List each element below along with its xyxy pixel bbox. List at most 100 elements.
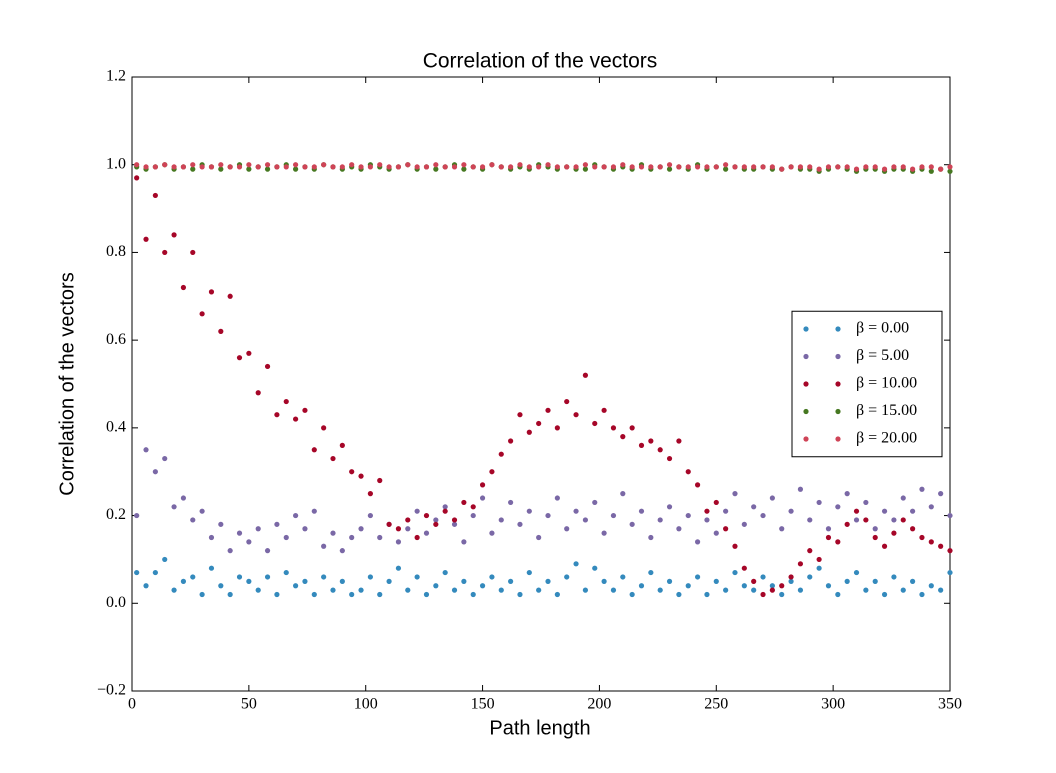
legend-marker: [803, 353, 809, 360]
scatter-point: [910, 508, 916, 514]
scatter-point: [470, 512, 476, 519]
scatter-point: [405, 162, 411, 168]
scatter-point: [694, 164, 701, 170]
scatter-point: [442, 569, 448, 576]
scatter-point: [349, 591, 355, 598]
scatter-point: [264, 548, 271, 554]
scatter-point: [900, 164, 906, 170]
scatter-point: [255, 526, 261, 532]
scatter-point: [442, 508, 448, 514]
scatter-point: [479, 583, 486, 589]
scatter-point: [171, 232, 177, 238]
scatter-point: [358, 164, 364, 170]
scatter-point: [685, 583, 691, 589]
x-tick-label: 0: [128, 696, 136, 713]
x-tick-label: 300: [821, 696, 845, 713]
scatter-point: [685, 512, 691, 519]
scatter-point: [152, 164, 158, 170]
scatter-point: [620, 162, 626, 168]
scatter-point: [554, 425, 560, 431]
scatter-point: [405, 517, 411, 523]
scatter-point: [489, 574, 495, 580]
scatter-point: [816, 556, 822, 563]
scatter-point: [227, 591, 233, 598]
scatter-point: [395, 539, 402, 545]
scatter-point: [339, 442, 345, 448]
scatter-point: [423, 164, 430, 170]
scatter-point: [302, 526, 308, 532]
scatter-point: [891, 164, 897, 170]
scatter-point: [171, 504, 177, 510]
y-tick-label: 1.2: [106, 68, 126, 85]
scatter-point: [274, 521, 280, 527]
x-tick-label: 150: [471, 696, 495, 713]
scatter-point: [143, 447, 149, 453]
scatter-point: [358, 587, 364, 593]
scatter-point: [872, 526, 878, 532]
scatter-point: [311, 447, 317, 453]
scatter-point: [302, 164, 308, 170]
scatter-point: [508, 164, 514, 170]
legend-marker: [803, 408, 809, 415]
scatter-point: [162, 162, 168, 168]
y-tick-label: 1.0: [106, 155, 126, 172]
scatter-point: [218, 328, 224, 334]
scatter-point: [685, 164, 691, 170]
scatter-point: [872, 534, 878, 541]
scatter-point: [489, 162, 495, 168]
scatter-point: [760, 591, 766, 598]
scatter-point: [330, 164, 336, 170]
scatter-point: [479, 482, 486, 488]
scatter-point: [769, 164, 775, 170]
scatter-point: [638, 508, 645, 514]
scatter-point: [723, 162, 729, 168]
scatter-point: [816, 166, 822, 172]
scatter-point: [797, 486, 804, 492]
scatter-point: [863, 587, 869, 593]
scatter-point: [825, 583, 832, 589]
scatter-point: [377, 477, 383, 484]
scatter-point: [638, 583, 645, 589]
scatter-point: [377, 534, 383, 541]
scatter-point: [938, 587, 944, 593]
scatter-point: [947, 548, 953, 554]
scatter-point: [610, 164, 617, 170]
scatter-point: [349, 469, 355, 475]
scatter-point: [545, 578, 551, 584]
scatter-point: [255, 164, 261, 170]
scatter-point: [573, 164, 579, 170]
scatter-point: [283, 534, 289, 541]
scatter-point: [713, 499, 719, 506]
scatter-point: [526, 429, 532, 435]
scatter-point: [751, 164, 757, 170]
scatter-point: [928, 504, 934, 510]
scatter-point: [264, 166, 271, 172]
scatter-point: [470, 164, 476, 170]
scatter-point: [498, 164, 504, 170]
scatter-point: [610, 587, 617, 593]
scatter-point: [199, 591, 205, 598]
scatter-point: [938, 166, 944, 172]
scatter-point: [919, 591, 925, 598]
scatter-point: [676, 164, 682, 170]
scatter-point: [582, 372, 589, 378]
legend-box: [791, 310, 943, 458]
scatter-point: [732, 543, 738, 549]
scatter-point: [208, 534, 215, 541]
scatter-point: [293, 583, 299, 589]
scatter-point: [723, 166, 729, 172]
scatter-point: [218, 583, 224, 589]
scatter-point: [134, 569, 140, 576]
scatter-point: [844, 521, 850, 527]
y-tick-label: 0.8: [106, 243, 126, 260]
scatter-point: [283, 569, 289, 576]
scatter-point: [900, 495, 906, 501]
scatter-point: [881, 543, 888, 549]
scatter-point: [293, 162, 299, 168]
scatter-point: [863, 164, 869, 170]
scatter-point: [199, 508, 205, 514]
scatter-point: [928, 583, 934, 589]
scatter-point: [180, 284, 187, 291]
scatter-point: [564, 398, 570, 405]
scatter-point: [601, 578, 607, 584]
